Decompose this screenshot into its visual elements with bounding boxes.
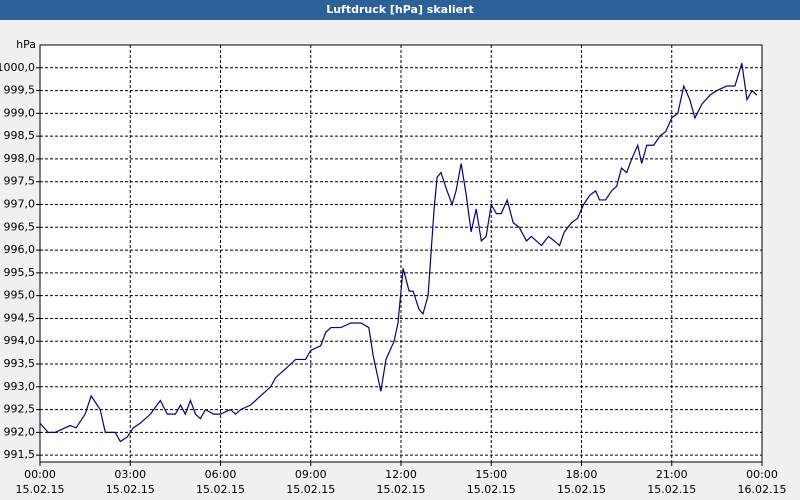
x-tick-label: 15:00 15.02.15: [467, 468, 516, 496]
y-tick-label: 996,5: [4, 220, 36, 233]
y-tick-label: 995,0: [4, 289, 36, 302]
x-tick-label: 06:00 15.02.15: [196, 468, 245, 496]
x-tick-label: 00:00 15.02.15: [16, 468, 65, 496]
x-tick-label: 21:00 15.02.15: [647, 468, 696, 496]
y-tick-label: 998,0: [4, 152, 36, 165]
chart-title: Luftdruck [hPa] skaliert: [326, 3, 474, 16]
y-tick-label: 998,5: [4, 129, 36, 142]
x-tick-label: 18:00 15.02.15: [557, 468, 606, 496]
y-tick-label: 993,0: [4, 380, 36, 393]
y-tick-label: 991,5: [4, 448, 36, 461]
y-axis-label: hPa: [16, 38, 36, 51]
y-tick-label: 994,0: [4, 334, 36, 347]
y-tick-label: 992,0: [4, 425, 36, 438]
y-tick-label: 1000,0: [0, 61, 35, 74]
x-tick-label: 03:00 15.02.15: [106, 468, 155, 496]
y-tick-label: 992,5: [4, 403, 36, 416]
y-tick-label: 997,5: [4, 175, 36, 188]
y-tick-label: 993,5: [4, 357, 36, 370]
title-bar: [0, 0, 800, 20]
y-tick-label: 997,0: [4, 198, 36, 211]
y-tick-label: 995,5: [4, 266, 36, 279]
x-tick-label: 09:00 15.02.15: [286, 468, 335, 496]
y-tick-label: 996,0: [4, 243, 36, 256]
y-tick-label: 994,5: [4, 311, 36, 324]
x-tick-label: 00:00 16.02.15: [738, 468, 787, 496]
x-tick-label: 12:00 15.02.15: [377, 468, 426, 496]
y-tick-label: 999,5: [4, 84, 36, 97]
y-tick-label: 999,0: [4, 106, 36, 119]
data-line: [39, 63, 758, 443]
